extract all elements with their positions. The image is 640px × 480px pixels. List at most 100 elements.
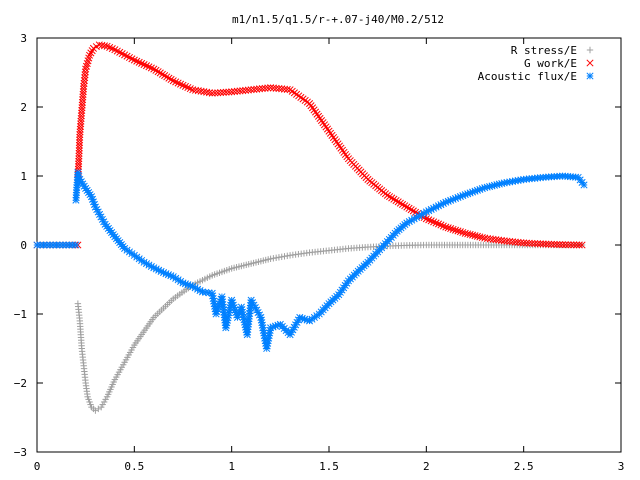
data-point xyxy=(81,74,89,82)
chart-title: m1/n1.5/q1.5/r-+.07-j40/M0.2/512 xyxy=(232,13,444,26)
data-point xyxy=(75,149,83,157)
data-point xyxy=(283,85,291,94)
data-point xyxy=(536,240,544,248)
data-point xyxy=(156,69,164,77)
data-point xyxy=(80,82,88,90)
data-point xyxy=(80,79,88,87)
y-tick-label: −1 xyxy=(14,308,27,321)
data-point xyxy=(81,71,89,79)
data-point xyxy=(564,241,572,249)
y-tick-label: 2 xyxy=(20,101,27,114)
data-point xyxy=(186,85,194,93)
data-point xyxy=(211,89,219,97)
data-point xyxy=(214,89,222,97)
data-point xyxy=(80,76,88,85)
data-point xyxy=(135,58,143,66)
data-point xyxy=(75,141,83,149)
data-point xyxy=(39,241,48,249)
data-point xyxy=(430,218,438,226)
data-point xyxy=(169,77,177,85)
y-tick-label: 3 xyxy=(20,32,27,45)
data-point xyxy=(43,241,51,249)
data-point xyxy=(75,147,83,155)
data-point xyxy=(140,61,148,69)
data-point xyxy=(539,240,547,248)
data-point xyxy=(439,222,447,230)
data-point xyxy=(520,239,528,247)
data-point xyxy=(449,225,457,233)
data-point xyxy=(567,241,575,249)
data-point xyxy=(396,199,404,207)
legend-marker xyxy=(586,59,594,67)
data-point xyxy=(150,65,158,73)
data-point xyxy=(205,89,213,97)
legend-label: R stress/E xyxy=(511,44,577,57)
data-point xyxy=(390,195,398,203)
x-tick-label: 1 xyxy=(228,460,235,473)
data-point xyxy=(222,88,230,96)
y-tick-label: −3 xyxy=(14,446,27,459)
x-tick-label: 0 xyxy=(34,460,41,473)
data-point xyxy=(407,206,415,214)
data-point xyxy=(528,239,536,247)
data-point xyxy=(179,81,187,89)
data-point xyxy=(163,73,171,81)
data-point xyxy=(422,215,430,223)
data-point xyxy=(437,221,445,229)
y-tick-label: −2 xyxy=(14,377,27,390)
data-point xyxy=(264,84,272,92)
data-point xyxy=(33,241,41,249)
data-point xyxy=(547,240,556,248)
data-point xyxy=(56,241,64,249)
series-2 xyxy=(33,168,588,353)
data-point xyxy=(161,72,169,80)
y-tick-label: 0 xyxy=(20,239,27,252)
data-point xyxy=(200,88,208,96)
data-point xyxy=(79,85,88,93)
data-point xyxy=(392,196,400,205)
data-point xyxy=(130,56,138,64)
data-point xyxy=(194,87,202,95)
data-point xyxy=(556,241,564,249)
data-point xyxy=(133,57,141,65)
data-point xyxy=(459,228,467,237)
data-point xyxy=(570,241,578,249)
data-point xyxy=(100,42,109,50)
x-tick-label: 0.5 xyxy=(124,460,144,473)
data-point xyxy=(208,89,216,97)
data-point xyxy=(84,57,92,65)
data-point xyxy=(76,133,84,141)
data-point xyxy=(575,241,583,249)
data-point xyxy=(142,62,151,70)
data-point xyxy=(409,207,417,215)
data-point xyxy=(172,78,180,86)
data-point xyxy=(65,241,73,249)
data-point xyxy=(145,63,153,71)
data-point xyxy=(531,239,539,248)
data-point xyxy=(383,191,391,199)
data-point xyxy=(165,74,173,82)
legend-label: G work/E xyxy=(524,57,577,70)
data-point xyxy=(456,228,464,236)
data-point xyxy=(75,155,83,163)
data-point xyxy=(152,66,160,74)
data-point xyxy=(189,86,197,94)
data-point xyxy=(451,226,460,234)
series-layer xyxy=(33,41,588,414)
data-point xyxy=(542,240,550,248)
data-point xyxy=(432,219,440,227)
data-point xyxy=(167,75,175,84)
data-point xyxy=(427,217,435,225)
data-point xyxy=(522,239,531,247)
x-tick-label: 3 xyxy=(618,460,625,473)
data-point xyxy=(75,139,84,147)
data-point xyxy=(398,200,407,208)
axis-ticks: 0 0.5 1 1.5 2 2.5 3 3 2 1 0 −1 −2 −3 xyxy=(14,32,625,473)
data-point xyxy=(138,59,146,67)
data-point xyxy=(405,204,413,212)
data-point xyxy=(191,86,200,94)
data-point xyxy=(75,152,83,160)
data-point xyxy=(403,203,411,211)
x-tick-label: 2.5 xyxy=(514,460,534,473)
